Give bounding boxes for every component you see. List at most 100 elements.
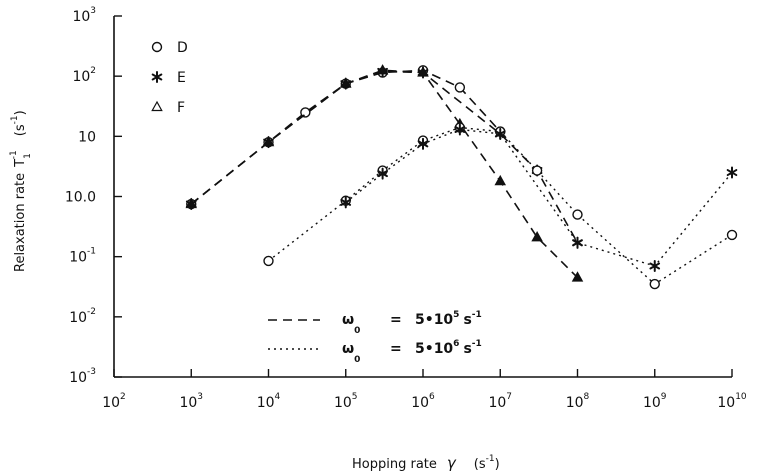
legend-marker-f (151, 100, 163, 112)
x-tick-base: 10 (257, 395, 275, 411)
x-axis-title: Hopping rate γ (s-1) (352, 454, 500, 472)
x-axis-unit-exp: -1 (486, 454, 495, 464)
y-tick-text: 10.0 (65, 190, 96, 206)
x-tick-label: 108 (566, 392, 590, 411)
x-tick-label: 109 (643, 392, 667, 411)
y-tick-label: 10-3 (69, 367, 96, 386)
series-E-dashed (185, 65, 583, 249)
data-point-F-dashed (531, 231, 543, 242)
x-tick-label: 105 (334, 392, 358, 411)
x-tick-base: 10 (334, 395, 352, 411)
x-tick-exp: 2 (120, 392, 126, 402)
y-tick-label: 10 (78, 129, 96, 145)
omega-unit: s (463, 312, 471, 328)
y-tick-label: 10.0 (65, 190, 96, 206)
omega-unit: s (463, 341, 471, 357)
series-line-E-dashed (190, 70, 579, 244)
y-tick-label: 10-1 (69, 247, 96, 266)
y-tick-exp: 2 (90, 66, 96, 76)
data-point-D-dotted (531, 165, 543, 176)
x-tick-exp: 10 (735, 392, 747, 402)
y-tick-base: 10 (69, 310, 87, 326)
x-tick-exp: 3 (197, 392, 203, 402)
y-tick-text: 10 (78, 129, 96, 145)
omega-value: 5•10 (415, 312, 453, 328)
y-tick-base: 10 (69, 250, 87, 266)
x-tick-base: 10 (179, 395, 197, 411)
x-tick-exp: 8 (584, 392, 590, 402)
data-point-F-dashed (185, 197, 198, 209)
data-point-D-dotted (572, 209, 583, 220)
axis-labels: Hopping rate γ (s-1)Relaxation rateT1-1(s-… (9, 110, 500, 472)
y-tick-exp: -2 (87, 307, 96, 317)
x-tick-base: 10 (102, 395, 120, 411)
x-tick-base: 10 (717, 395, 735, 411)
series-D-dotted (263, 122, 738, 290)
data-point-E-dotted (726, 166, 738, 179)
data-point-D-dashed (300, 107, 311, 118)
x-tick-base: 10 (643, 395, 661, 411)
x-tick-base: 10 (566, 395, 584, 411)
data-point-E-dotted (494, 127, 506, 140)
omega-subscript: 0 (354, 326, 360, 336)
series-line-D-dashed (190, 69, 501, 205)
equals-sign: = (390, 312, 402, 328)
y-tick-base: 10 (72, 69, 90, 85)
data-point-F-dashed (494, 174, 507, 186)
data-point-D-dashed (454, 82, 466, 93)
omega-value-exp: 5 (453, 310, 459, 320)
x-tick-exp: 7 (506, 392, 512, 402)
y-tick-exp: -1 (87, 247, 96, 257)
x-axis-symbol: γ (447, 454, 457, 472)
y-axis-title-text: Relaxation rate (13, 173, 28, 272)
data-point-E-dotted (649, 259, 661, 272)
y-tick-label: 103 (72, 6, 96, 25)
x-tick-label: 107 (488, 392, 512, 411)
omega-value-exp: 6 (453, 339, 459, 349)
y-axis-symbol: T (13, 159, 28, 168)
legend-marker-d (151, 41, 163, 53)
data-point-D-dotted (649, 278, 660, 290)
y-axis-unit: (s (13, 124, 28, 136)
x-tick-label: 106 (411, 392, 435, 411)
series-F-dashed (185, 64, 584, 282)
data-point-E-dotted (417, 137, 429, 150)
y-axis-title: Relaxation rateT1-1(s-1) (9, 110, 33, 272)
y-tick-label: 10-2 (69, 307, 96, 326)
legend-label-e: E (177, 70, 186, 86)
x-tick-label: 1010 (717, 392, 747, 411)
data-point-E-dotted (454, 123, 466, 136)
data-point-F-dashed (339, 77, 352, 88)
data-point-F-dashed (376, 64, 389, 75)
omega-value: 5•10 (415, 341, 453, 357)
x-tick-exp: 6 (429, 392, 435, 402)
x-tick-label: 104 (257, 392, 281, 411)
data-point-E-dotted (572, 236, 583, 249)
y-axis-symbol-sub: 1 (23, 153, 33, 159)
omega-symbol: ω (342, 312, 354, 328)
omega-unit-exp: -1 (472, 310, 482, 320)
series-layer (185, 64, 738, 290)
data-point-E-dotted (377, 167, 388, 180)
y-axis-symbol-sup: -1 (9, 150, 19, 159)
legend-marker-e (151, 71, 163, 83)
y-tick-base: 10 (72, 9, 90, 25)
line-legend-label-dashed: ω0 = 5•105 s-1 (342, 310, 482, 336)
y-tick-exp: 3 (90, 6, 96, 16)
data-point-F-dashed (262, 135, 275, 147)
axes: 102 103 104 105 106 107 108 109 101010-310-210-1… (65, 6, 747, 411)
y-axis-unit-close: ) (13, 110, 28, 115)
omega-symbol: ω (342, 341, 354, 357)
x-axis-unit: (s (474, 457, 486, 472)
x-axis-unit-close: ) (495, 457, 500, 472)
x-tick-exp: 4 (275, 392, 281, 402)
data-point-E-dotted (340, 196, 352, 209)
x-tick-exp: 9 (661, 392, 667, 402)
y-tick-exp: -3 (87, 367, 96, 377)
equals-sign: = (390, 341, 402, 357)
omega-subscript: 0 (354, 355, 360, 365)
y-tick-label: 102 (72, 66, 96, 85)
